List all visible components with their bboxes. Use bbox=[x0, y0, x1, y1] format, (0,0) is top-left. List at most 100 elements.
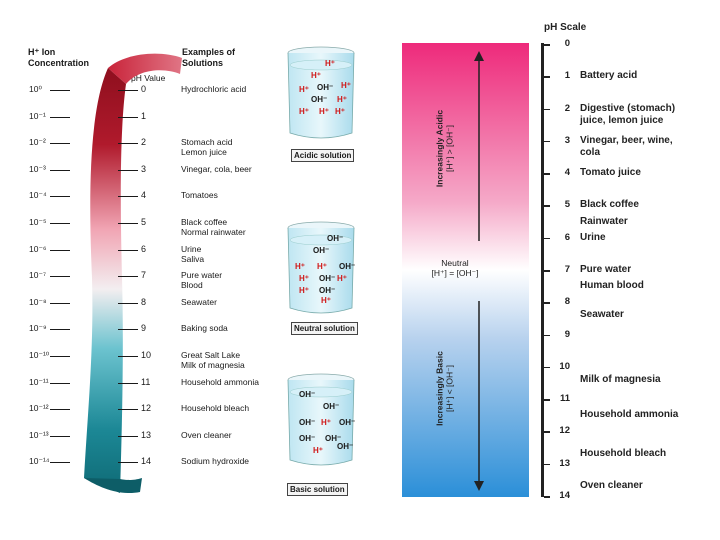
ph-scale-example-line: Urine bbox=[580, 231, 606, 243]
example-solution-line: Household bleach bbox=[181, 403, 250, 414]
ph-ribbon-graphic bbox=[84, 53, 182, 494]
acidic-label-line2: [H⁺] > [OH⁻] bbox=[444, 125, 455, 172]
ph-tick bbox=[118, 356, 138, 357]
ph-scale-example-line: Vinegar, beer, wine, bbox=[580, 134, 673, 146]
example-solution-line: Vinegar, cola, beer bbox=[181, 163, 252, 174]
example-solution-line: Sodium hydroxide bbox=[181, 456, 250, 467]
example-solution-line: Seawater bbox=[181, 296, 217, 307]
acidic-label-line1: Increasingly Acidic bbox=[434, 109, 445, 188]
concentration-tick bbox=[50, 462, 70, 464]
ph-scale-number: 0 bbox=[564, 38, 570, 49]
ion-label: H⁺ bbox=[341, 81, 351, 90]
example-solution-line: Lemon juice bbox=[181, 147, 227, 158]
ion-label: OH⁻ bbox=[299, 418, 316, 427]
ph-scale-example: Household ammonia bbox=[580, 409, 678, 421]
ph-scale-example-line: Black coffee bbox=[580, 199, 639, 211]
ion-label: H⁺ bbox=[321, 296, 331, 305]
concentration-tick bbox=[50, 302, 70, 304]
example-solution-line: Milk of magnesia bbox=[181, 360, 245, 370]
ph-scale-number: 4 bbox=[564, 167, 570, 179]
beaker-icon bbox=[287, 221, 355, 314]
example-solutions: Stomach acid Lemon juice bbox=[181, 137, 233, 157]
example-solution-line: Tomatoes bbox=[181, 190, 218, 201]
example-solutions: Urine Saliva bbox=[181, 244, 204, 264]
ph-value-label: 4 bbox=[141, 190, 147, 201]
ph-scale-number: 1 bbox=[564, 70, 570, 82]
ion-concentration-label: 10⁻² bbox=[29, 137, 46, 148]
ph-value-label: 14 bbox=[141, 456, 152, 467]
ph-scale-tick bbox=[544, 496, 550, 498]
example-solutions: Tomatoes bbox=[181, 190, 218, 200]
ion-label: H⁺ bbox=[337, 95, 347, 104]
basic-label-line1: Increasingly Basic bbox=[434, 351, 445, 426]
example-solution-line: Urine bbox=[181, 243, 202, 254]
beaker-caption: Neutral solution bbox=[291, 322, 358, 335]
ph-scale-example: Household bleach bbox=[580, 448, 666, 460]
ph-scale-tick bbox=[544, 334, 550, 337]
ph-scale-tick bbox=[544, 463, 550, 466]
ph-scale-example-line: Household bleach bbox=[580, 448, 667, 460]
concentration-tick bbox=[50, 329, 70, 331]
ph-value-label: 13 bbox=[141, 429, 152, 440]
ph-value-label: 5 bbox=[141, 217, 147, 227]
ph-scale-tick bbox=[544, 270, 550, 272]
ph-value-label: 8 bbox=[141, 296, 147, 307]
example-solution-line: Hydrochloric acid bbox=[181, 84, 247, 94]
ion-concentration-label: 10⁻⁷ bbox=[29, 270, 47, 281]
ph-scale-example-line: Oven cleaner bbox=[580, 480, 643, 492]
header-ex-line1: Examples of bbox=[182, 47, 236, 57]
example-solutions: Sodium hydroxide bbox=[181, 456, 249, 466]
ion-label: OH⁻ bbox=[325, 434, 342, 443]
example-solutions: Seawater bbox=[181, 297, 217, 307]
ph-scale-tick bbox=[544, 399, 550, 401]
ph-value-label: 7 bbox=[141, 270, 147, 281]
ion-concentration-label: 10⁻⁶ bbox=[29, 243, 47, 254]
ph-scale-number: 2 bbox=[564, 102, 570, 114]
ph-value-label: 3 bbox=[141, 163, 147, 174]
ion-concentration-label: 10⁻⁴ bbox=[29, 190, 47, 201]
ph-tick bbox=[118, 90, 138, 91]
example-solution-line: Pure water bbox=[181, 270, 223, 281]
ph-scale-title: pH Scale bbox=[544, 22, 587, 33]
example-solutions: Great Salt Lake Milk of magnesia bbox=[181, 350, 245, 370]
ph-scale-tick bbox=[544, 302, 550, 304]
ph-scale-example: Seawater bbox=[580, 309, 624, 321]
ph-scale-example-line: cola bbox=[580, 146, 601, 158]
ph-value-label: 2 bbox=[141, 137, 147, 148]
ion-label: OH⁻ bbox=[299, 390, 316, 399]
ph-tick bbox=[118, 143, 138, 145]
ion-label: H⁺ bbox=[325, 59, 335, 68]
ion-concentration-label: 10⁻¹¹ bbox=[29, 376, 49, 387]
ph-scale-example-line: Human blood bbox=[580, 280, 644, 292]
neutral-label: Neutral [H⁺] = [OH⁻] bbox=[420, 258, 490, 279]
ion-label: OH⁻ bbox=[337, 442, 354, 451]
ph-scale-number: 12 bbox=[559, 425, 570, 437]
beaker-icon bbox=[287, 373, 355, 466]
ph-scale-example-line: Household ammonia bbox=[580, 409, 679, 421]
example-solution-line: Stomach acid bbox=[181, 137, 233, 148]
ion-concentration-label: 10⁻⁸ bbox=[29, 296, 47, 307]
example-solutions: Oven cleaner bbox=[181, 430, 232, 440]
ph-scale-number: 5 bbox=[564, 199, 570, 211]
ph-value-label: 0 bbox=[141, 84, 147, 94]
beaker-caption: Acidic solution bbox=[291, 149, 355, 162]
ph-value-label: 10 bbox=[141, 350, 152, 360]
ph-scale-number: 3 bbox=[564, 134, 570, 146]
ph-scale-tick bbox=[544, 205, 550, 207]
example-solution-line: Saliva bbox=[181, 253, 205, 264]
example-solution-line: Household ammonia bbox=[181, 376, 259, 387]
concentration-tick bbox=[50, 143, 70, 145]
ion-label: H⁺ bbox=[299, 274, 309, 283]
basic-label-line2: [H⁺] < [OH⁻] bbox=[444, 365, 455, 412]
ph-scale-example: Milk of magnesia bbox=[580, 374, 661, 386]
header-conc-line2: Concentration bbox=[28, 58, 90, 68]
ph-value-label: 12 bbox=[141, 403, 152, 414]
example-solution-line: Black coffee bbox=[181, 217, 228, 227]
ph-scale-number: 14 bbox=[559, 490, 570, 501]
ph-tick bbox=[118, 462, 138, 464]
ph-scale-tick bbox=[544, 366, 550, 369]
neutral-label-line1: Neutral bbox=[441, 258, 469, 268]
ion-concentration-label: 10⁻⁵ bbox=[29, 217, 47, 227]
ion-concentration-label: 10⁻¹ bbox=[29, 110, 46, 121]
ph-scale-number: 6 bbox=[564, 231, 570, 243]
